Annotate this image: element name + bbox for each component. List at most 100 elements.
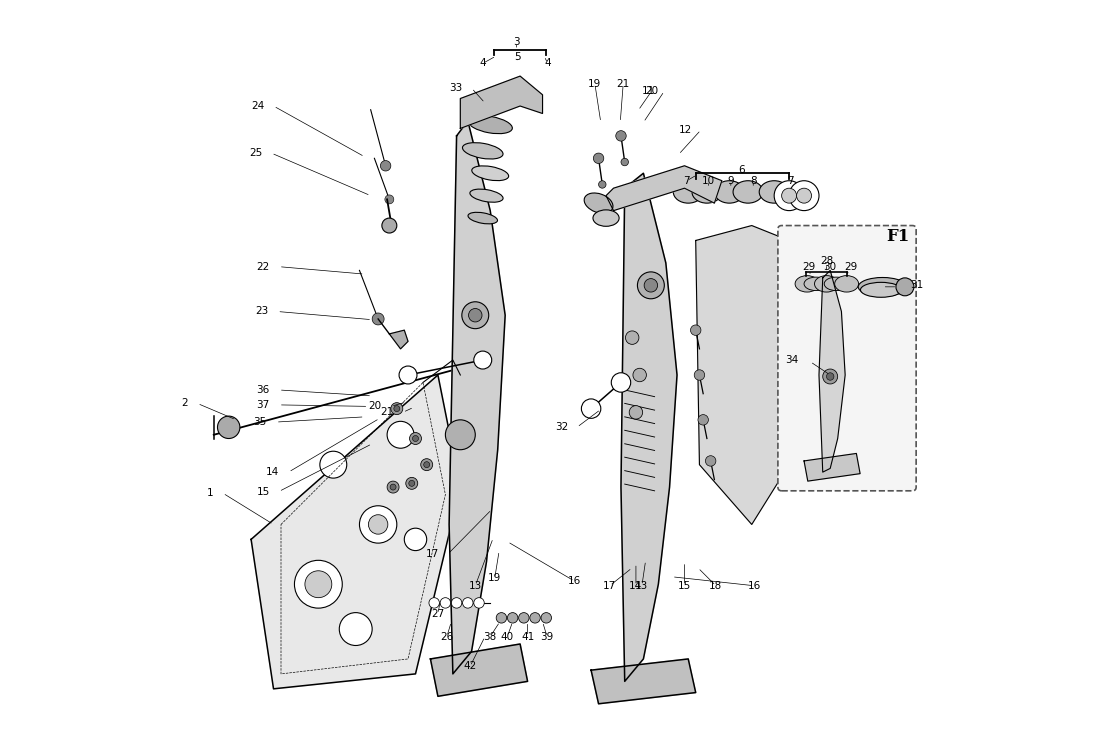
Text: 33: 33 bbox=[449, 83, 463, 93]
Circle shape bbox=[440, 598, 451, 608]
Text: 19: 19 bbox=[488, 573, 502, 584]
Circle shape bbox=[826, 373, 834, 380]
Text: 4: 4 bbox=[480, 58, 486, 68]
Circle shape bbox=[621, 158, 628, 166]
Text: 16: 16 bbox=[568, 576, 581, 586]
Circle shape bbox=[381, 160, 390, 171]
Circle shape bbox=[637, 272, 664, 298]
Circle shape bbox=[385, 195, 394, 204]
Circle shape bbox=[823, 369, 838, 384]
Circle shape bbox=[390, 403, 403, 415]
Circle shape bbox=[387, 481, 399, 493]
Circle shape bbox=[305, 571, 332, 598]
Polygon shape bbox=[606, 166, 722, 211]
Polygon shape bbox=[449, 121, 505, 674]
Text: 14: 14 bbox=[266, 467, 279, 477]
Circle shape bbox=[626, 331, 639, 344]
Circle shape bbox=[339, 613, 372, 646]
Circle shape bbox=[825, 404, 858, 436]
Polygon shape bbox=[695, 226, 804, 524]
Circle shape bbox=[833, 411, 850, 429]
Circle shape bbox=[446, 420, 475, 450]
Text: 38: 38 bbox=[484, 632, 497, 641]
Circle shape bbox=[810, 399, 851, 441]
Ellipse shape bbox=[794, 406, 836, 425]
Ellipse shape bbox=[692, 181, 722, 203]
Circle shape bbox=[697, 415, 708, 425]
Circle shape bbox=[420, 459, 432, 471]
Text: 27: 27 bbox=[431, 609, 444, 619]
Text: 5: 5 bbox=[514, 52, 520, 62]
Circle shape bbox=[390, 484, 396, 490]
Text: 9: 9 bbox=[727, 176, 734, 186]
Circle shape bbox=[789, 181, 820, 211]
Text: 39: 39 bbox=[540, 632, 553, 641]
Circle shape bbox=[632, 368, 647, 382]
Text: 10: 10 bbox=[702, 176, 715, 186]
Text: 7: 7 bbox=[788, 176, 794, 186]
Ellipse shape bbox=[814, 275, 838, 292]
Circle shape bbox=[372, 313, 384, 325]
Circle shape bbox=[598, 181, 606, 188]
Circle shape bbox=[474, 598, 484, 608]
FancyArrow shape bbox=[221, 247, 317, 290]
Circle shape bbox=[451, 598, 462, 608]
Text: 11: 11 bbox=[642, 86, 656, 96]
Polygon shape bbox=[820, 271, 845, 472]
Circle shape bbox=[424, 462, 430, 468]
Text: 36: 36 bbox=[256, 385, 270, 395]
Text: 29: 29 bbox=[802, 262, 815, 272]
Text: 23: 23 bbox=[255, 307, 268, 316]
Polygon shape bbox=[460, 76, 542, 128]
Circle shape bbox=[691, 325, 701, 335]
Ellipse shape bbox=[804, 277, 828, 290]
Text: 42: 42 bbox=[463, 662, 476, 671]
Ellipse shape bbox=[824, 277, 848, 290]
Circle shape bbox=[462, 302, 488, 328]
Circle shape bbox=[409, 433, 421, 445]
Circle shape bbox=[394, 406, 399, 412]
Circle shape bbox=[629, 406, 642, 419]
Ellipse shape bbox=[801, 410, 830, 423]
Text: 34: 34 bbox=[785, 355, 799, 365]
Ellipse shape bbox=[673, 181, 703, 203]
Text: 20: 20 bbox=[368, 401, 382, 412]
Text: 26: 26 bbox=[440, 632, 453, 641]
Circle shape bbox=[382, 218, 397, 233]
Text: 13: 13 bbox=[636, 580, 649, 591]
Circle shape bbox=[496, 613, 507, 623]
Circle shape bbox=[429, 598, 439, 608]
Circle shape bbox=[360, 506, 397, 543]
Circle shape bbox=[774, 181, 804, 211]
Circle shape bbox=[469, 308, 482, 322]
Text: 17: 17 bbox=[426, 549, 439, 560]
Circle shape bbox=[582, 399, 601, 418]
Circle shape bbox=[616, 130, 626, 141]
Ellipse shape bbox=[788, 392, 828, 410]
Ellipse shape bbox=[472, 166, 508, 181]
Text: 6: 6 bbox=[739, 164, 746, 175]
Ellipse shape bbox=[584, 193, 613, 213]
Circle shape bbox=[464, 345, 486, 368]
Text: 29: 29 bbox=[844, 262, 857, 272]
Text: 17: 17 bbox=[603, 580, 616, 591]
Circle shape bbox=[409, 480, 415, 486]
Polygon shape bbox=[251, 375, 460, 688]
Circle shape bbox=[530, 613, 540, 623]
Ellipse shape bbox=[795, 275, 820, 292]
Circle shape bbox=[399, 366, 417, 384]
Circle shape bbox=[694, 370, 705, 380]
Ellipse shape bbox=[835, 275, 859, 292]
Ellipse shape bbox=[858, 278, 906, 296]
Ellipse shape bbox=[462, 142, 503, 159]
Ellipse shape bbox=[733, 181, 763, 203]
Ellipse shape bbox=[468, 212, 497, 223]
Ellipse shape bbox=[593, 210, 619, 226]
Text: F1: F1 bbox=[886, 228, 909, 245]
Text: 1: 1 bbox=[207, 488, 213, 498]
Ellipse shape bbox=[469, 116, 513, 134]
Circle shape bbox=[782, 188, 796, 203]
Text: 32: 32 bbox=[845, 413, 858, 422]
Text: 18: 18 bbox=[710, 580, 723, 591]
Circle shape bbox=[474, 351, 492, 369]
